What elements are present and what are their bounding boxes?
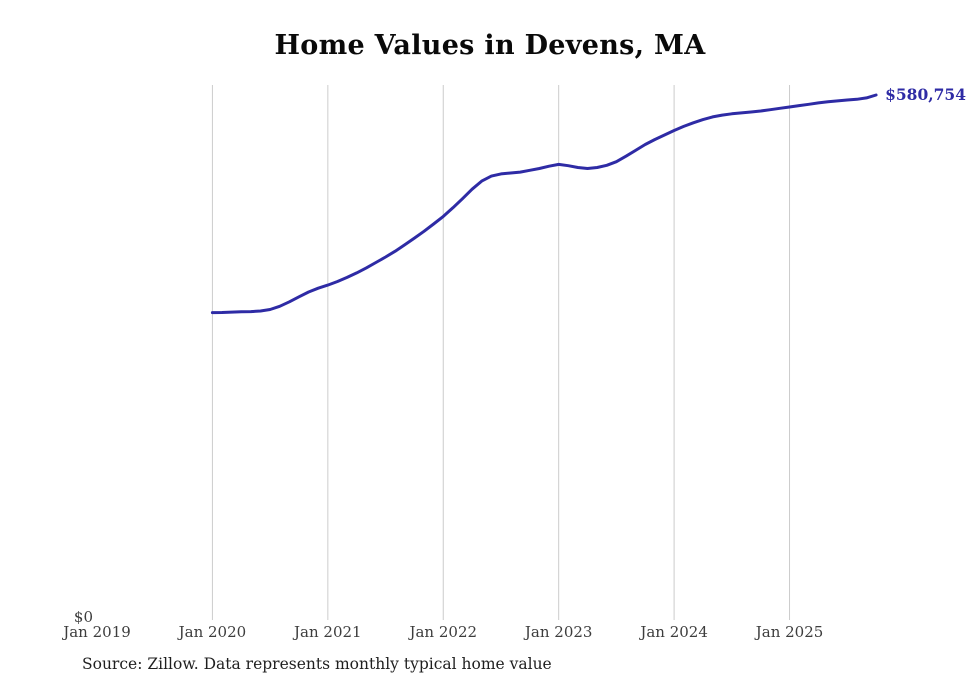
gridlines [211,85,791,620]
x-tick-label: Jan 2025 [754,623,824,641]
end-value-label: $580,754 [885,85,966,104]
chart-title: Home Values in Devens, MA [274,30,706,61]
home-values-line-chart: Jan 2019 Jan 2020 Jan 2021 Jan 2022 Jan 2023… [61,85,966,641]
x-tick-label: Jan 2024 [638,623,708,641]
x-tick-label: Jan 2021 [292,623,362,641]
x-axis-labels: Jan 2019 Jan 2020 Jan 2021 Jan 2022 Jan 2023… [61,623,823,641]
x-tick-label: Jan 2020 [177,623,247,641]
home-value-line [210,93,878,315]
x-tick-label: Jan 2019 [61,623,131,641]
x-tick-label: Jan 2022 [407,623,477,641]
source-note: Source: Zillow. Data represents monthly … [82,655,552,673]
x-tick-label: Jan 2023 [523,623,593,641]
y-zero-label: $0 [74,608,93,626]
